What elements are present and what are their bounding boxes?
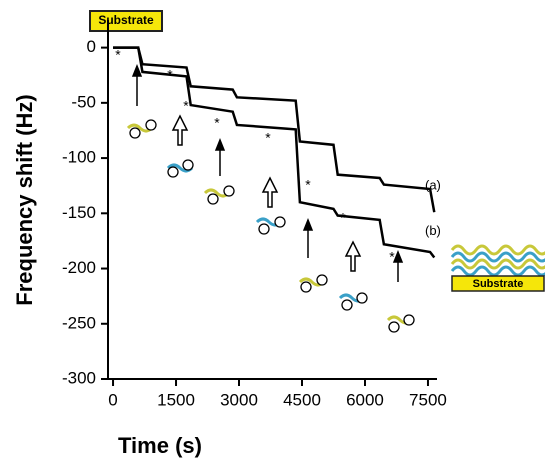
y-tick-label: -300	[62, 368, 96, 387]
substrate-label: Substrate	[473, 278, 524, 290]
asterisk: *	[265, 130, 271, 146]
data-line	[113, 46, 436, 213]
asterisk: *	[115, 47, 121, 63]
x-tick-label: 7500	[409, 390, 447, 409]
y-tick-label: -50	[71, 92, 96, 111]
x-tick-label: 4500	[283, 390, 321, 409]
deposition-arrows	[131, 63, 404, 282]
asterisk: *	[167, 67, 173, 83]
x-tick-label: 3000	[220, 390, 258, 409]
x-axis-title: Time (s)	[118, 433, 202, 458]
data-line	[113, 46, 436, 259]
asterisk: *	[214, 115, 220, 131]
polyelectrolyte-icons	[126, 119, 415, 333]
x-tick-label: 1500	[157, 390, 195, 409]
y-tick-label: -100	[62, 148, 96, 167]
substrate-box	[451, 275, 545, 292]
asterisk: *	[340, 210, 346, 226]
series-label: (b)	[425, 223, 441, 238]
substrate-label: Substrate	[98, 13, 154, 27]
multilayer-illustration	[450, 244, 545, 277]
y-tick-label: 0	[87, 37, 96, 56]
x-tick-label: 6000	[346, 390, 384, 409]
y-tick-label: -250	[62, 313, 96, 332]
y-tick-label: -200	[62, 258, 96, 277]
asterisk: *	[305, 177, 311, 193]
x-tick-label: 0	[108, 390, 117, 409]
y-axis-title: Frequency shift (Hz)	[12, 94, 37, 305]
y-tick-label: -150	[62, 203, 96, 222]
asterisk: *	[389, 249, 395, 265]
series-label: (a)	[425, 178, 441, 193]
asterisk: *	[183, 98, 189, 114]
hollow-arrows	[171, 114, 362, 272]
